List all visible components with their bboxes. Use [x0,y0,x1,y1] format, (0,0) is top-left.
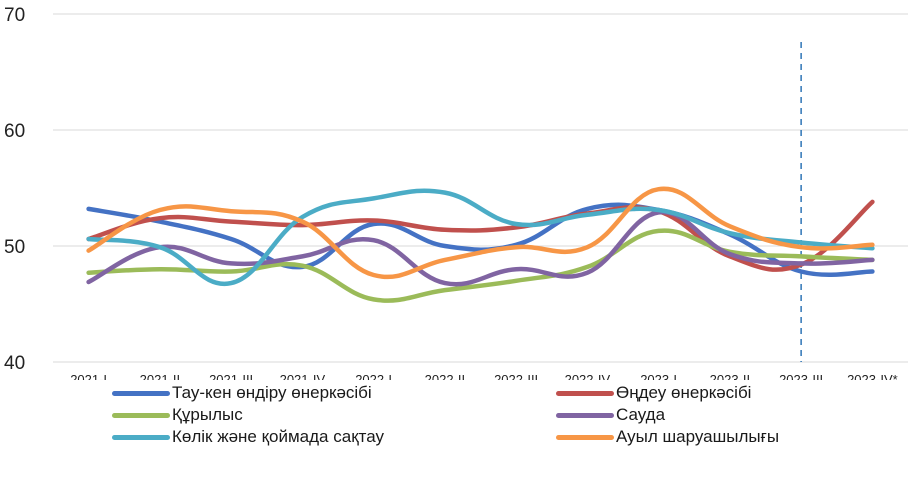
legend-label: Құрылыс [172,405,243,424]
series-line-3 [86,228,875,303]
series-line-5 [86,188,875,287]
legend-label: Ауыл шаруашылығы [616,427,780,446]
x-tick-label: 2022-II [425,372,465,380]
y-axis-ticks: 40 50 60 70 [4,5,25,374]
y-tick-label: 70 [4,5,25,26]
x-tick-label: 2022-IV [565,372,611,380]
y-tick-label: 40 [4,353,25,374]
legend-item: Сауда [556,404,665,426]
legend-swatch [556,434,614,440]
legend-label: Тау-кен өндіру өнеркәсібі [172,383,372,402]
legend-swatch [556,412,614,418]
gridlines [53,13,908,363]
series-line-4 [86,210,875,287]
x-tick-label: 2023-II [710,372,750,380]
y-tick-label: 50 [4,237,25,258]
x-tick-label: 2022-III [494,372,538,380]
legend-swatch [556,390,614,396]
legend-label: Өңдеу өнеркәсібі [616,383,752,402]
series-lines [86,186,875,303]
legend-item: Көлік және қоймада сақтау [112,426,384,448]
x-axis-ticks: 2021-I 2021-II 2021-III 2021-IV 2022-I 2022-I… [70,372,897,380]
legend-swatch [112,412,170,418]
series-line-6 [86,186,875,280]
x-tick-label: 2021-IV [280,372,326,380]
legend-label: Сауда [616,405,666,424]
x-tick-label: 2021-I [70,372,107,380]
legend-item: Ауыл шаруашылығы [556,426,779,448]
series-line-1 [86,202,875,278]
x-tick-label: 2021-III [209,372,253,380]
x-tick-label: 2021-II [140,372,180,380]
x-tick-label: 2023-I [640,372,677,380]
legend-item: Өңдеу өнеркәсібі [556,382,751,404]
legend-item: Тау-кен өндіру өнеркәсібі [112,382,372,404]
legend-swatch [112,434,170,440]
x-tick-label: 2022-I [355,372,392,380]
series-line-2 [86,199,875,272]
x-tick-label: 2023-IV* [847,372,898,380]
legend-label: Көлік және қоймада сақтау [172,427,384,446]
y-tick-label: 60 [4,121,25,142]
legend: Тау-кен өндіру өнеркәсібі Өңдеу өнеркәсіб… [0,382,918,482]
legend-swatch [112,390,170,396]
x-tick-label: 2023-III [779,372,823,380]
legend-item: Құрылыс [112,404,243,426]
